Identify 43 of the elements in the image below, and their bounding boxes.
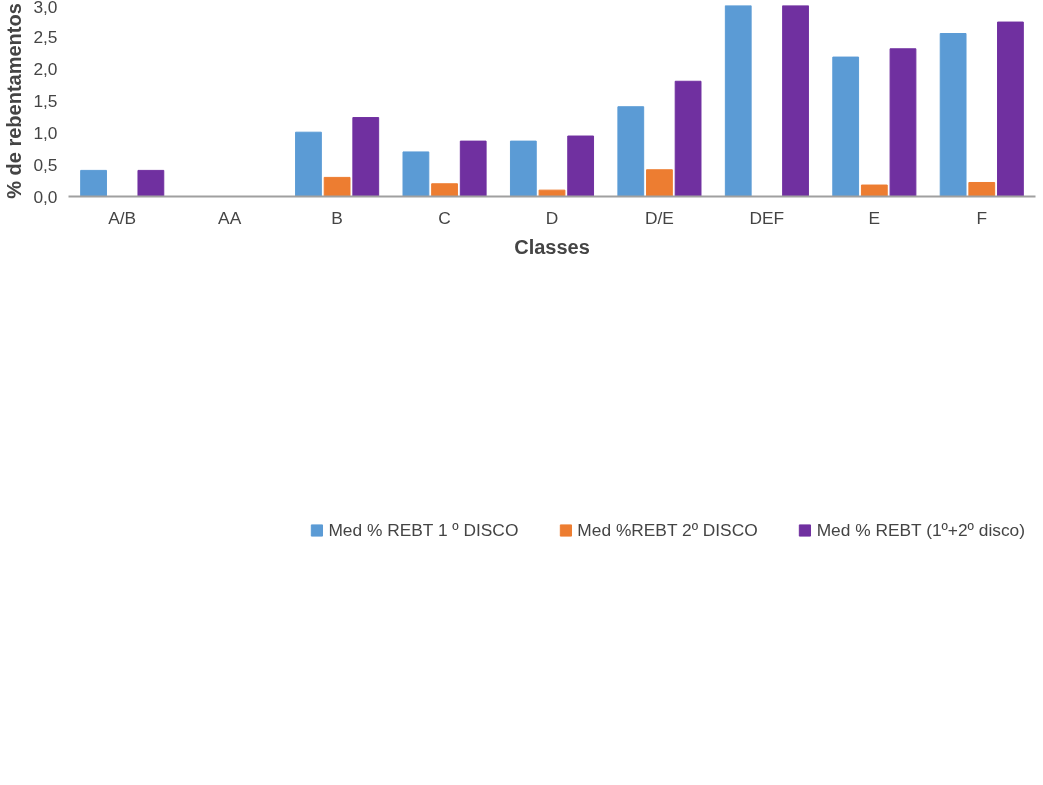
- bar: [137, 169, 165, 197]
- bar: [431, 183, 458, 197]
- bar: [782, 5, 809, 197]
- y-tick-label: 3,0: [33, 0, 58, 17]
- bar: [80, 169, 107, 197]
- bar: [860, 184, 888, 197]
- y-tick-label: 0,5: [33, 154, 58, 175]
- legend-label: Med % REBT (1º+2º disco): [816, 519, 1025, 541]
- x-tick-label: DEF: [749, 207, 785, 228]
- bar: [509, 140, 537, 197]
- x-tick-label: E: [868, 207, 881, 228]
- bar: [724, 5, 752, 197]
- x-tick-label: A/B: [108, 207, 137, 228]
- bar: [567, 135, 595, 197]
- y-tick-label: 2,0: [33, 59, 58, 80]
- bar: [295, 131, 322, 197]
- legend-label: Med % REBT 1 º DISCO: [328, 519, 519, 541]
- bar: [459, 140, 487, 197]
- bar: [997, 21, 1024, 197]
- x-tick-label: AA: [218, 207, 242, 228]
- bar: [538, 189, 566, 197]
- bar: [968, 181, 996, 197]
- bar: [617, 106, 645, 197]
- x-tick-label: F: [976, 207, 988, 228]
- x-tick-label: C: [438, 207, 451, 228]
- bar: [889, 48, 917, 197]
- bar: [402, 151, 430, 197]
- bar: [352, 117, 380, 197]
- y-tick-label: 1,5: [33, 91, 58, 111]
- y-tick-label: 1,0: [33, 122, 58, 143]
- legend-label: Med %REBT 2º DISCO: [577, 519, 758, 541]
- x-tick-label: B: [331, 207, 343, 228]
- bar: [323, 176, 351, 197]
- bar: [832, 56, 860, 197]
- bar: [939, 33, 967, 197]
- bar: [646, 169, 673, 197]
- y-axis-title: % de rebentamentos: [3, 3, 26, 199]
- x-axis-title: Classes: [514, 235, 590, 258]
- x-tick-label: D/E: [645, 207, 674, 228]
- x-tick-label: D: [545, 207, 559, 228]
- y-tick-label: 0,0: [33, 186, 58, 207]
- y-tick-label: 2,5: [33, 27, 58, 48]
- bar: [674, 80, 702, 197]
